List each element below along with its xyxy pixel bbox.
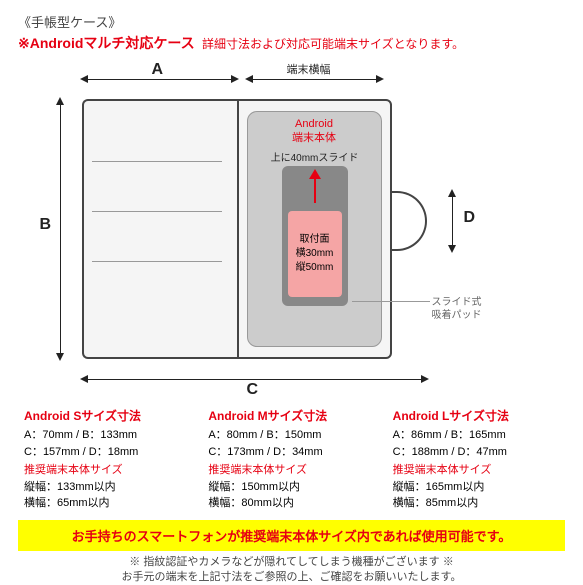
card-slot xyxy=(92,211,222,212)
size-rec-line: 横幅：80mm以内 xyxy=(208,495,374,512)
subtitle-bold: ※Androidマルチ対応ケース xyxy=(18,35,195,51)
arrow-icon xyxy=(80,75,88,83)
size-rec-title: 推奨端末本体サイズ xyxy=(393,462,559,479)
dim-d-line xyxy=(452,191,453,251)
compatibility-banner: お手持ちのスマートフォンが推奨端末本体サイズ内であれば使用可能です。 xyxy=(18,520,565,551)
case-diagram: A 端末横幅 B C D 端末縦幅 Android 端末本体 上に40mmスライ… xyxy=(22,61,562,401)
size-specs: Android Sサイズ寸法 A：70mm / B：133mm C：157mm … xyxy=(18,407,565,512)
size-line: A：70mm / B：133mm xyxy=(24,427,190,444)
arrow-icon xyxy=(56,353,64,361)
arrow-icon xyxy=(231,75,239,83)
case-tab xyxy=(392,191,427,251)
footer-line-2: お手元の端末を上記寸法をご参照の上、ご確認をお願いいたします。 xyxy=(18,570,565,585)
arrow-icon xyxy=(448,189,456,197)
device-label-2: 端末本体 xyxy=(292,132,336,144)
dim-width-label: 端末横幅 xyxy=(287,61,331,77)
slide-text: 上に40mmスライド xyxy=(255,149,375,164)
mount-label-1: 取付面 xyxy=(300,233,330,247)
size-rec-title: 推奨端末本体サイズ xyxy=(24,462,190,479)
arrow-icon xyxy=(448,245,456,253)
size-line: C：157mm / D：18mm xyxy=(24,444,190,461)
size-rec-line: 横幅：85mm以内 xyxy=(393,495,559,512)
dim-width-line xyxy=(247,79,382,80)
arrow-icon xyxy=(376,75,384,83)
arrow-icon xyxy=(245,75,253,83)
size-s: Android Sサイズ寸法 A：70mm / B：133mm C：157mm … xyxy=(24,407,190,512)
size-rec-line: 縦幅：133mm以内 xyxy=(24,479,190,496)
dim-b-line xyxy=(60,99,61,359)
size-m: Android Mサイズ寸法 A：80mm / B：150mm C：173mm … xyxy=(208,407,374,512)
dim-b-label: B xyxy=(40,216,52,234)
mount-label-3: 縦50mm xyxy=(296,261,334,275)
dim-c-line xyxy=(82,379,427,380)
footer-notes: ※ 指紋認証やカメラなどが隠れてしてしまう機種がございます ※ お手元の端末を上… xyxy=(18,555,565,585)
arrow-icon xyxy=(56,97,64,105)
pad-label-1: スライド式 xyxy=(432,297,482,308)
header-title: 《手帳型ケース》 xyxy=(18,12,565,31)
size-rec-line: 縦幅：165mm以内 xyxy=(393,479,559,496)
dim-a-label: A xyxy=(152,61,164,79)
device-label: Android 端末本体 xyxy=(262,117,367,146)
slide-arrow-icon xyxy=(309,169,321,203)
card-slot xyxy=(92,261,222,262)
size-line: C：173mm / D：34mm xyxy=(208,444,374,461)
header-subtitle: ※Androidマルチ対応ケース 詳細寸法および対応可能端末サイズとなります。 xyxy=(18,33,565,53)
pad-callout-label: スライド式 吸着パッド xyxy=(432,296,482,322)
mount-surface: 取付面 横30mm 縦50mm xyxy=(288,211,342,297)
dim-c-label: C xyxy=(247,381,259,399)
arrow-icon xyxy=(80,375,88,383)
dim-a-line xyxy=(82,79,237,80)
device-label-1: Android xyxy=(295,118,333,130)
size-l: Android Lサイズ寸法 A：86mm / B：165mm C：188mm … xyxy=(393,407,559,512)
arrow-icon xyxy=(421,375,429,383)
footer-line-1: ※ 指紋認証やカメラなどが隠れてしてしまう機種がございます ※ xyxy=(18,555,565,570)
pad-label-2: 吸着パッド xyxy=(432,310,482,321)
pad-callout-line xyxy=(352,301,430,302)
case-left-panel xyxy=(82,99,237,359)
size-title: Android Lサイズ寸法 xyxy=(393,407,559,425)
size-rec-title: 推奨端末本体サイズ xyxy=(208,462,374,479)
subtitle-rest: 詳細寸法および対応可能端末サイズとなります。 xyxy=(202,37,464,51)
mount-label-2: 横30mm xyxy=(296,247,334,261)
size-line: A：80mm / B：150mm xyxy=(208,427,374,444)
dim-d-label: D xyxy=(464,209,476,227)
size-rec-line: 縦幅：150mm以内 xyxy=(208,479,374,496)
size-rec-line: 横幅：65mm以内 xyxy=(24,495,190,512)
size-line: A：86mm / B：165mm xyxy=(393,427,559,444)
size-title: Android Sサイズ寸法 xyxy=(24,407,190,425)
size-title: Android Mサイズ寸法 xyxy=(208,407,374,425)
size-line: C：188mm / D：47mm xyxy=(393,444,559,461)
card-slot xyxy=(92,161,222,162)
